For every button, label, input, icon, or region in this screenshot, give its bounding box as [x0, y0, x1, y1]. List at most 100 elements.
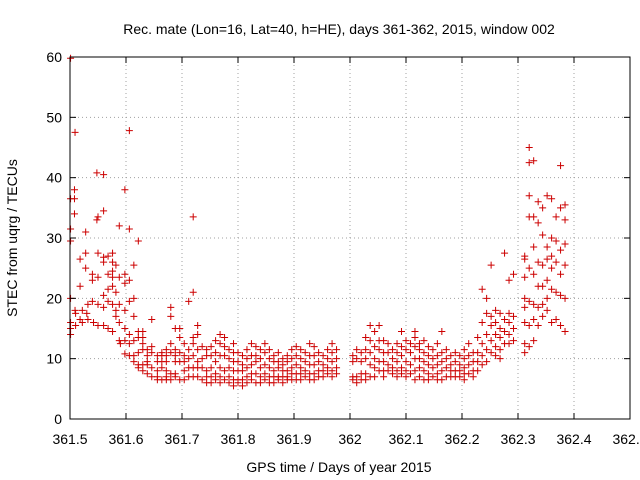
data-point — [125, 340, 133, 348]
data-point — [375, 346, 383, 354]
data-point — [557, 321, 565, 329]
data-point — [148, 349, 156, 357]
data-point — [88, 276, 96, 284]
data-point — [212, 376, 220, 384]
data-point — [243, 379, 251, 387]
data-point — [548, 234, 556, 242]
data-point — [496, 355, 504, 363]
data-point — [104, 270, 112, 278]
data-point — [433, 340, 441, 348]
data-point — [153, 367, 161, 375]
data-point — [162, 346, 170, 354]
data-point — [185, 355, 193, 363]
data-point — [393, 367, 401, 375]
data-point — [139, 340, 147, 348]
data-point — [349, 358, 357, 366]
data-point — [288, 355, 296, 363]
data-point — [176, 334, 184, 342]
data-point — [94, 300, 102, 308]
data-point — [185, 297, 193, 305]
data-point — [112, 288, 120, 296]
data-point — [424, 370, 432, 378]
data-point — [548, 195, 556, 203]
data-point — [501, 249, 509, 257]
data-point — [203, 346, 211, 354]
data-point — [121, 337, 129, 345]
data-point — [525, 297, 533, 305]
data-point — [353, 355, 361, 363]
data-point — [487, 349, 495, 357]
data-point — [70, 195, 78, 203]
data-point — [328, 349, 336, 357]
data-point — [525, 192, 533, 200]
data-point — [561, 216, 569, 224]
data-point — [525, 159, 533, 167]
data-point — [185, 346, 193, 354]
data-point — [447, 352, 455, 360]
data-point — [310, 361, 318, 369]
data-point — [366, 321, 374, 329]
data-point — [319, 367, 327, 375]
data-point — [225, 379, 233, 387]
data-point — [194, 373, 202, 381]
data-point — [194, 346, 202, 354]
data-point — [456, 361, 464, 369]
x-tick-label: 362.4 — [556, 431, 591, 447]
data-point — [557, 204, 565, 212]
data-point — [198, 376, 206, 384]
data-point — [306, 340, 314, 348]
data-point — [357, 349, 365, 357]
data-point — [274, 376, 282, 384]
data-point — [207, 352, 215, 360]
data-point — [256, 373, 264, 381]
data-point — [100, 258, 108, 266]
data-point — [198, 364, 206, 372]
x-tick-label: 361.7 — [164, 431, 199, 447]
data-point — [71, 306, 79, 314]
data-point — [380, 337, 388, 345]
data-point — [93, 169, 101, 177]
data-point — [398, 343, 406, 351]
data-point — [319, 373, 327, 381]
data-point — [505, 276, 513, 284]
data-point — [221, 376, 229, 384]
data-point — [411, 343, 419, 351]
y-tick-label: 60 — [46, 49, 62, 65]
data-point — [130, 294, 138, 302]
data-point — [243, 364, 251, 372]
data-point — [501, 315, 509, 323]
data-point — [252, 358, 260, 366]
data-point — [125, 331, 133, 339]
data-point — [216, 364, 224, 372]
data-point — [109, 273, 117, 281]
data-point — [292, 343, 300, 351]
data-point — [552, 288, 560, 296]
data-point — [189, 213, 197, 221]
data-point — [198, 343, 206, 351]
data-point — [424, 343, 432, 351]
data-point — [433, 352, 441, 360]
data-point — [510, 325, 518, 332]
data-point — [557, 162, 565, 170]
data-point — [270, 352, 278, 360]
data-point — [261, 376, 269, 384]
data-point — [109, 267, 117, 275]
data-point — [261, 349, 269, 357]
data-point — [393, 373, 401, 381]
data-point — [496, 325, 504, 332]
data-point — [478, 318, 486, 326]
data-point — [333, 346, 341, 354]
data-point — [84, 300, 92, 308]
data-point — [247, 361, 255, 369]
data-point — [256, 346, 264, 354]
data-point — [94, 213, 102, 221]
data-point — [112, 261, 120, 269]
data-point — [82, 264, 90, 272]
data-point — [548, 252, 556, 260]
data-point — [561, 328, 569, 336]
data-point — [389, 355, 397, 363]
data-point — [384, 361, 392, 369]
data-point — [216, 331, 224, 339]
data-point — [534, 219, 542, 227]
